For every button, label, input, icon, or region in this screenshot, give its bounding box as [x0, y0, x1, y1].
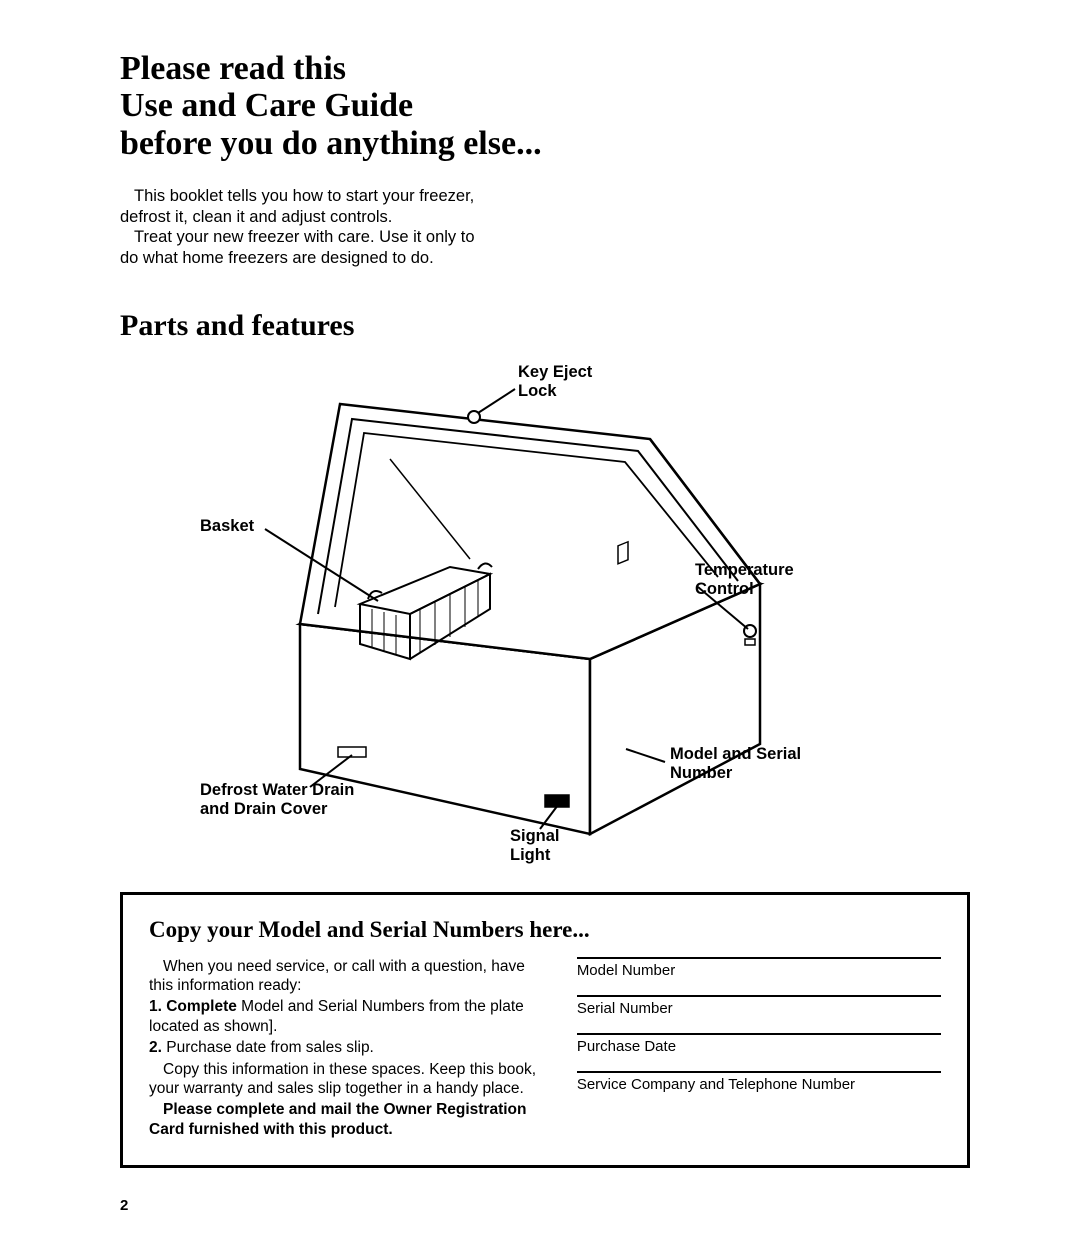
callout-basket: Basket — [200, 517, 254, 536]
section-title: Parts and features — [120, 309, 970, 343]
callout-drain1: Defrost Water Drain — [200, 781, 354, 799]
box-right-column: Model Number Serial Number Purchase Date… — [577, 957, 941, 1141]
title-line-1: Please read this — [120, 50, 346, 87]
box-step1-bold: 1. Complete — [149, 998, 237, 1015]
box-step2-rest: Purchase date from sales slip. — [162, 1039, 374, 1056]
callout-drain: Defrost Water Drain and Drain Cover — [200, 781, 354, 819]
box-please-complete: Please complete and mail the Owner Regis… — [149, 1100, 553, 1139]
callout-model-serial: Model and Serial Number — [670, 745, 801, 783]
box-step-2: 2. Purchase date from sales slip. — [149, 1038, 553, 1057]
callout-signal: Signal Light — [510, 827, 560, 865]
field-model-number: Model Number — [577, 957, 941, 979]
field-service-company: Service Company and Telephone Number — [577, 1071, 941, 1093]
freezer-diagram: Key Eject Lock Basket Temperature Contro… — [120, 349, 880, 874]
callout-temperature: Temperature Control — [695, 561, 794, 599]
box-step2-bold: 2. — [149, 1039, 162, 1056]
intro-p2: Treat your new freezer with care. Use it… — [120, 227, 490, 268]
field-serial-number: Serial Number — [577, 995, 941, 1017]
callout-lock: Lock — [518, 382, 557, 400]
box-copy-info: Copy this information in these spaces. K… — [149, 1060, 553, 1099]
box-columns: When you need service, or call with a qu… — [149, 957, 941, 1141]
model-serial-box: Copy your Model and Serial Numbers here.… — [120, 892, 970, 1168]
callout-drain2: and Drain Cover — [200, 800, 327, 818]
intro-p1: This booklet tells you how to start your… — [120, 186, 490, 227]
box-intro: When you need service, or call with a qu… — [149, 957, 553, 996]
callout-signal2: Light — [510, 846, 550, 864]
field-purchase-date: Purchase Date — [577, 1033, 941, 1055]
field-serial-label: Serial Number — [577, 995, 941, 1017]
box-step-1: 1. Complete Model and Serial Numbers fro… — [149, 997, 553, 1036]
field-purchase-label: Purchase Date — [577, 1033, 941, 1055]
box-title: Copy your Model and Serial Numbers here.… — [149, 917, 941, 943]
box-please-bold: Please complete and mail the Owner Regis… — [149, 1101, 527, 1137]
field-service-label: Service Company and Telephone Number — [577, 1071, 941, 1093]
intro-block: This booklet tells you how to start your… — [120, 186, 490, 269]
callout-model1: Model and Serial — [670, 745, 801, 763]
box-left-column: When you need service, or call with a qu… — [149, 957, 553, 1141]
manual-page: Please read this Use and Care Guide befo… — [0, 0, 1080, 1208]
callout-temp2: Control — [695, 580, 754, 598]
callout-temp1: Temperature — [695, 561, 794, 579]
title-line-3: before you do anything else... — [120, 125, 542, 162]
callout-key-eject-lock: Key Eject Lock — [518, 363, 592, 401]
callout-model2: Number — [670, 764, 732, 782]
callout-key-eject: Key Eject — [518, 363, 592, 381]
field-model-label: Model Number — [577, 957, 941, 979]
title-line-2: Use and Care Guide — [120, 87, 413, 124]
page-number: 2 — [120, 1197, 128, 1214]
page-title: Please read this Use and Care Guide befo… — [120, 50, 970, 162]
callout-signal1: Signal — [510, 827, 560, 845]
